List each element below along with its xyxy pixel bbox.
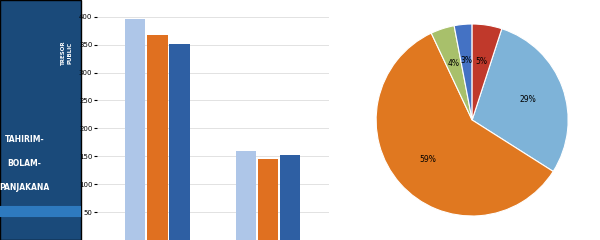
Bar [169, 44, 190, 240]
Wedge shape [472, 29, 568, 171]
Bar [258, 159, 278, 240]
Text: TAHIRIM-: TAHIRIM- [5, 135, 44, 144]
Wedge shape [431, 26, 472, 120]
Wedge shape [472, 24, 502, 120]
Text: 59%: 59% [419, 155, 436, 164]
Text: 5%: 5% [475, 57, 487, 66]
Text: 4%: 4% [448, 59, 460, 68]
Text: 29%: 29% [520, 95, 536, 104]
Bar [280, 156, 301, 240]
Wedge shape [376, 33, 553, 216]
Text: BOLAM-: BOLAM- [7, 159, 41, 168]
FancyBboxPatch shape [0, 0, 82, 240]
Text: PANJAKANA: PANJAKANA [0, 183, 50, 192]
Text: 3%: 3% [461, 56, 473, 65]
Bar [125, 19, 145, 240]
Text: TRESOR
PUBLIC: TRESOR PUBLIC [61, 41, 73, 65]
Bar [147, 35, 167, 240]
Wedge shape [454, 24, 472, 120]
Bar [236, 151, 256, 240]
